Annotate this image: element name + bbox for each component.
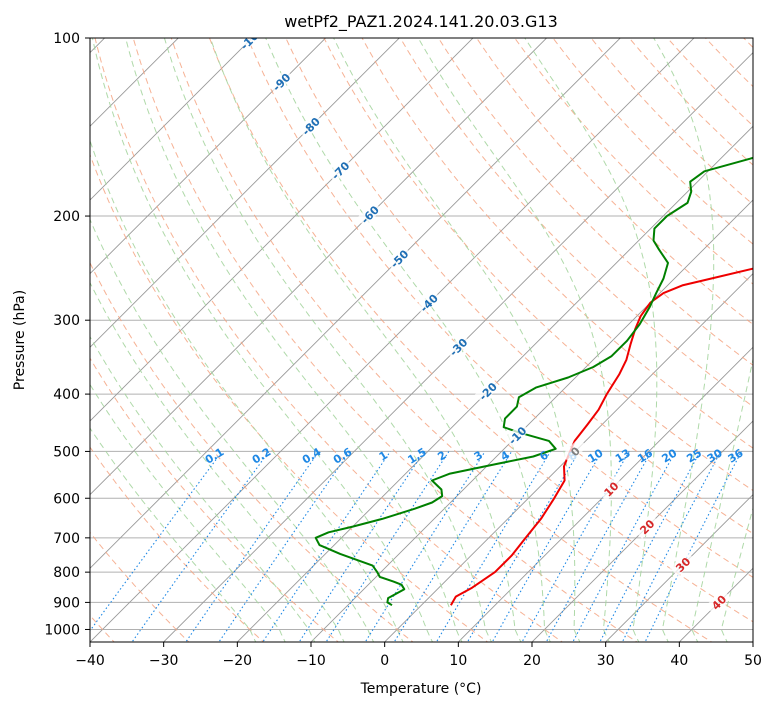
y-tick-label: 400 xyxy=(53,387,80,403)
mixing-ratio-line xyxy=(130,451,269,644)
x-tick-label: 0 xyxy=(380,653,389,669)
mixing-ratio-label: 13 xyxy=(613,446,633,465)
dry-adiabat-line xyxy=(242,25,775,645)
dry-adiabat-line xyxy=(0,25,191,645)
x-tick-label: −40 xyxy=(75,653,105,669)
y-tick-label: 300 xyxy=(53,313,80,329)
x-tick-label: 10 xyxy=(449,653,467,669)
moist-adiabat-line xyxy=(0,25,316,645)
mixing-ratio-label: 36 xyxy=(726,446,746,465)
mixing-ratio-label: 20 xyxy=(659,446,679,465)
mixing-ratio-line xyxy=(80,451,222,644)
mixing-ratio-label: 0.2 xyxy=(250,445,273,466)
dry-adiabat-line xyxy=(318,25,775,645)
mixing-ratio-line xyxy=(644,451,742,644)
isotherm-line xyxy=(751,25,775,645)
mixing-ratio-line xyxy=(572,451,676,644)
mixing-ratio-label: 2 xyxy=(435,449,448,464)
dry-adiabat-line xyxy=(355,25,775,645)
y-tick-label: 1000 xyxy=(44,622,80,638)
x-tick-label: −30 xyxy=(149,653,179,669)
mixing-ratio-label: 3 xyxy=(472,449,485,464)
y-tick-label: 800 xyxy=(53,565,80,581)
mixing-ratio-label: 10 xyxy=(586,446,606,465)
mixing-ratio-label: 0.4 xyxy=(300,445,324,467)
dry-adiabat-line xyxy=(17,25,416,645)
moist-adiabat-line xyxy=(646,25,714,645)
x-tick-label: −20 xyxy=(223,653,253,669)
moist-adiabat-line xyxy=(0,25,257,645)
isotherm-line xyxy=(456,25,775,645)
mixing-ratio-line xyxy=(325,451,449,644)
dry-adiabat-line xyxy=(130,25,641,645)
dry-adiabat-line xyxy=(205,25,775,645)
moist-adiabat-line xyxy=(692,25,775,645)
isotherm-line xyxy=(0,25,339,645)
dry-adiabat-line xyxy=(694,25,775,645)
mixing-ratio-label: 1 xyxy=(377,449,390,464)
dry-adiabat-line xyxy=(0,25,266,645)
axes: −40 −30 −20 −10 0 10 20 30 40 50 100 200 300 400 500 60… xyxy=(44,31,762,669)
y-tick-label: 100 xyxy=(53,31,80,47)
dry-adiabat-line xyxy=(656,25,775,645)
x-tick-label: 50 xyxy=(744,653,762,669)
moist-adiabat-line xyxy=(61,25,404,645)
dry-adiabat-line xyxy=(0,25,341,645)
isotherm-line xyxy=(603,25,775,645)
mixing-ratio-label: 25 xyxy=(684,446,704,465)
x-tick-label: −10 xyxy=(296,653,326,669)
line-labels: 0.10.20.40.611.52346810131620253036-100-… xyxy=(203,24,746,615)
moist-adiabat-line xyxy=(411,25,612,645)
x-tick-label: 40 xyxy=(670,653,688,669)
moist-adiabat-line xyxy=(721,25,775,645)
y-tick-label: 200 xyxy=(53,209,80,225)
series-lines xyxy=(316,38,775,605)
temperature-profile-line xyxy=(451,38,775,605)
y-tick-label: 900 xyxy=(53,595,80,611)
mixing-ratio-label: 30 xyxy=(705,446,725,465)
y-tick-label: 500 xyxy=(53,444,80,460)
moist-adiabat-line xyxy=(261,25,552,645)
x-tick-label: 30 xyxy=(597,653,615,669)
dry-adiabat-line xyxy=(506,25,775,645)
isotherm-line xyxy=(88,25,708,645)
y-tick-label: 600 xyxy=(53,491,80,507)
isotherm-line xyxy=(530,25,775,645)
mixing-ratio-label: 0.6 xyxy=(331,445,355,467)
isotherm-line xyxy=(14,25,634,645)
dry-adiabat-line xyxy=(769,25,775,645)
dry-adiabat-line xyxy=(280,25,775,645)
dry-adiabat-line xyxy=(430,25,775,645)
mixing-ratio-label: 0.1 xyxy=(203,445,226,466)
chart-title: wetPf2_PAZ1.2024.141.20.03.G13 xyxy=(284,12,558,32)
background-lines xyxy=(0,25,775,645)
moist-adiabat-line xyxy=(13,25,346,645)
x-tick-label: 20 xyxy=(523,653,541,669)
moist-adiabat-line xyxy=(516,25,656,645)
dewpoint-profile-line xyxy=(316,38,775,605)
moist-adiabat-line xyxy=(90,25,434,645)
y-tick-label: 700 xyxy=(53,531,80,547)
dry-adiabat-line xyxy=(393,25,775,645)
isotherm-line xyxy=(0,25,413,645)
isotherm-line xyxy=(309,25,775,645)
y-axis-label: Pressure (hPa) xyxy=(12,290,28,390)
x-axis-label: Temperature (°C) xyxy=(360,681,482,697)
isotherm-line xyxy=(0,25,192,645)
moist-adiabat-line xyxy=(327,25,581,645)
